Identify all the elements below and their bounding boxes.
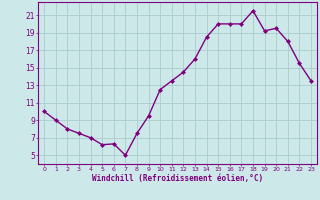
X-axis label: Windchill (Refroidissement éolien,°C): Windchill (Refroidissement éolien,°C) (92, 174, 263, 183)
